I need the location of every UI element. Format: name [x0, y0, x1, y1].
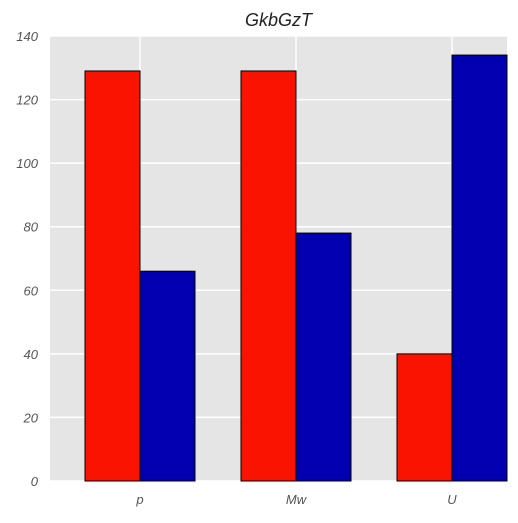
- y-tick-label: 140: [16, 29, 38, 44]
- bar-series-2-U: [451, 54, 508, 482]
- y-axis-ticks: 0 20 40 60 80 100 120 140: [16, 29, 38, 489]
- y-tick-label: 60: [24, 283, 39, 298]
- y-tick-label: 40: [24, 347, 39, 362]
- bar-series-2-p: [139, 270, 196, 482]
- y-tick-label: 120: [16, 93, 38, 108]
- bar-series-1-Mw: [240, 70, 297, 482]
- bars: [84, 54, 508, 482]
- bar-series-1-U: [396, 353, 453, 482]
- chart-title: GkbGzT: [245, 10, 314, 30]
- x-axis-ticks: p Mw U: [135, 492, 457, 507]
- x-tick-label: Mw: [286, 492, 308, 507]
- x-tick-label: U: [447, 492, 457, 507]
- y-tick-label: 0: [31, 474, 39, 489]
- y-tick-label: 100: [16, 156, 38, 171]
- x-tick-label: p: [135, 492, 143, 507]
- bar-series-1-p: [84, 70, 141, 482]
- bar-series-2-Mw: [295, 232, 352, 482]
- y-tick-label: 80: [24, 220, 39, 235]
- y-tick-label: 20: [23, 410, 39, 425]
